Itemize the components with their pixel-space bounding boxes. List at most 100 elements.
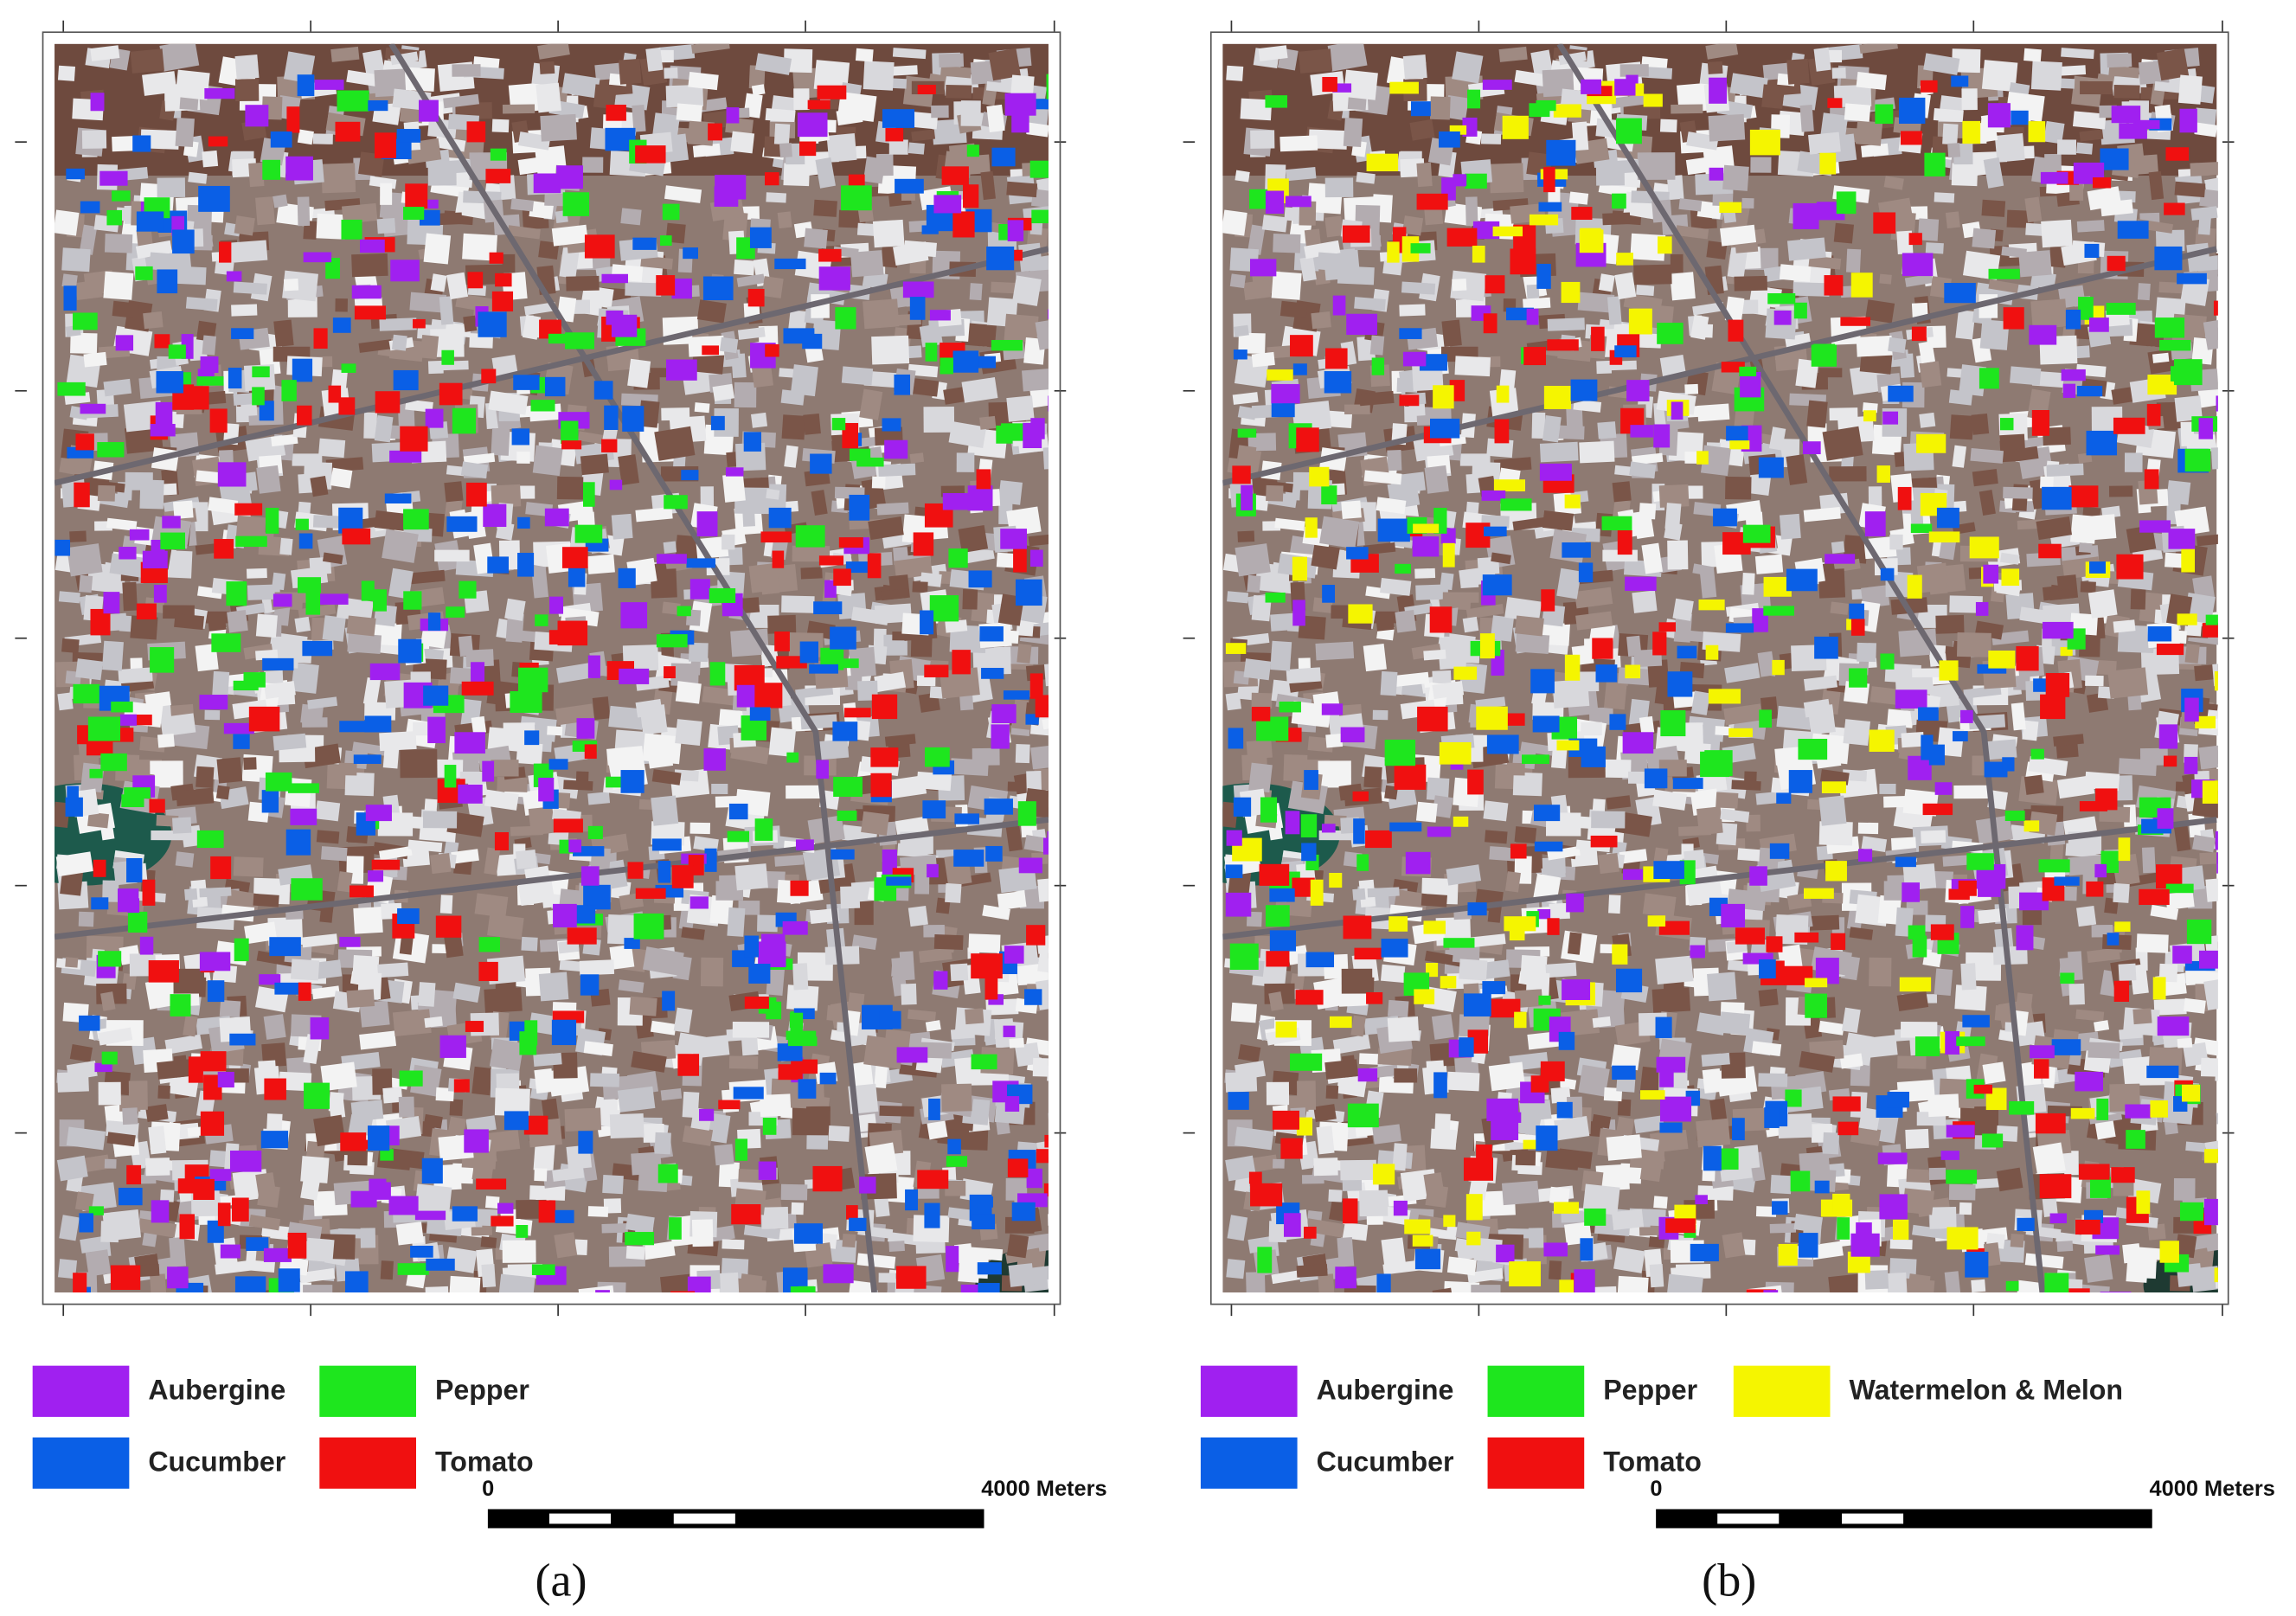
greenhouse-parcel — [2159, 654, 2176, 665]
crop-parcel — [260, 1131, 289, 1149]
greenhouse-parcel — [529, 1185, 566, 1201]
greenhouse-parcel — [761, 1207, 789, 1229]
crop-parcel — [832, 721, 858, 741]
crop-parcel — [749, 707, 771, 721]
crop-parcel — [622, 406, 645, 432]
crop-parcel — [829, 658, 859, 669]
greenhouse-parcel — [1602, 212, 1631, 226]
greenhouse-parcel — [313, 1114, 346, 1147]
greenhouse-parcel — [2198, 744, 2218, 770]
greenhouse-parcel — [311, 985, 340, 1000]
crop-parcel — [517, 516, 530, 529]
greenhouse-parcel — [670, 663, 699, 687]
greenhouse-parcel — [1324, 177, 1354, 198]
greenhouse-parcel — [1573, 399, 1602, 413]
greenhouse-parcel — [128, 1081, 148, 1111]
greenhouse-parcel — [1972, 1177, 2000, 1190]
crop-parcel — [350, 1190, 377, 1208]
greenhouse-parcel — [1831, 1180, 1849, 1191]
greenhouse-parcel — [1470, 933, 1506, 948]
greenhouse-parcel — [1779, 264, 1812, 282]
greenhouse-parcel — [1382, 260, 1402, 276]
greenhouse-parcel — [1481, 133, 1502, 144]
crop-parcel — [952, 650, 971, 675]
crop-parcel — [744, 935, 760, 958]
greenhouse-parcel — [781, 595, 815, 613]
greenhouse-parcel — [2164, 1119, 2178, 1135]
crop-parcel — [1011, 1202, 1036, 1222]
greenhouse-parcel — [2010, 1233, 2024, 1248]
greenhouse-parcel — [792, 963, 809, 991]
greenhouse-parcel — [484, 847, 501, 875]
greenhouse-parcel — [2147, 1223, 2166, 1241]
greenhouse-parcel — [587, 1206, 609, 1217]
crop-parcel — [933, 971, 948, 990]
greenhouse-parcel — [1577, 292, 1615, 313]
greenhouse-parcel — [2107, 53, 2132, 68]
greenhouse-parcel — [1659, 119, 1677, 133]
greenhouse-parcel — [1380, 670, 1398, 696]
greenhouse-parcel — [2124, 452, 2143, 472]
greenhouse-parcel — [875, 153, 894, 176]
greenhouse-parcel — [1678, 198, 1703, 212]
crop-parcel — [482, 760, 495, 782]
crop-parcel — [316, 593, 349, 605]
crop-parcel — [270, 131, 292, 148]
crop-parcel — [400, 426, 428, 452]
greenhouse-parcel — [1603, 679, 1627, 710]
greenhouse-parcel — [2072, 111, 2107, 130]
greenhouse-parcel — [422, 811, 458, 829]
greenhouse-parcel — [1266, 1081, 1290, 1106]
greenhouse-parcel — [1633, 264, 1672, 285]
greenhouse-parcel — [2122, 1243, 2141, 1264]
panel-label: (a) — [535, 1554, 587, 1606]
greenhouse-parcel — [169, 1236, 187, 1267]
greenhouse-parcel — [579, 959, 615, 976]
greenhouse-parcel — [159, 43, 200, 72]
greenhouse-parcel — [625, 1213, 655, 1234]
crop-parcel — [478, 937, 500, 952]
greenhouse-parcel — [1719, 1011, 1751, 1036]
greenhouse-parcel — [1722, 164, 1749, 191]
greenhouse-parcel — [2079, 129, 2104, 142]
greenhouse-parcel — [564, 1107, 602, 1132]
crop-parcel — [66, 168, 85, 180]
crop-parcel — [303, 252, 332, 263]
crop-parcel — [584, 744, 597, 759]
greenhouse-parcel — [650, 1020, 677, 1036]
greenhouse-parcel — [2080, 580, 2096, 593]
greenhouse-parcel — [1619, 64, 1649, 77]
greenhouse-parcel — [767, 614, 797, 634]
crop-parcel — [1036, 1149, 1049, 1164]
greenhouse-parcel — [184, 888, 198, 901]
greenhouse-parcel — [1229, 273, 1247, 289]
greenhouse-parcel — [1592, 1016, 1612, 1029]
greenhouse-parcel — [2024, 1253, 2064, 1269]
greenhouse-parcel — [1746, 814, 1761, 832]
greenhouse-parcel — [2043, 120, 2065, 144]
greenhouse-parcel — [1226, 1259, 1246, 1279]
crop-parcel — [342, 528, 371, 545]
crop-parcel — [87, 716, 121, 741]
greenhouse-parcel — [693, 836, 719, 853]
greenhouse-parcel — [516, 452, 530, 464]
greenhouse-parcel — [1818, 1020, 1844, 1036]
greenhouse-parcel — [650, 568, 677, 599]
greenhouse-parcel — [645, 47, 664, 72]
greenhouse-parcel — [1481, 959, 1510, 980]
greenhouse-parcel — [103, 271, 134, 300]
greenhouse-parcel — [734, 1278, 767, 1293]
greenhouse-parcel — [1855, 120, 1883, 146]
crop-parcel — [702, 345, 720, 356]
crop-parcel — [341, 219, 362, 240]
crop-parcel — [380, 1149, 394, 1161]
greenhouse-parcel — [1849, 927, 1874, 940]
crop-parcel — [924, 747, 950, 767]
greenhouse-parcel — [2165, 890, 2195, 910]
greenhouse-parcel — [397, 403, 415, 433]
greenhouse-parcel — [1297, 1081, 1317, 1111]
crop-parcel — [204, 88, 235, 99]
greenhouse-parcel — [1547, 846, 1581, 861]
greenhouse-parcel — [2108, 65, 2140, 79]
crop-parcel — [1017, 801, 1036, 826]
